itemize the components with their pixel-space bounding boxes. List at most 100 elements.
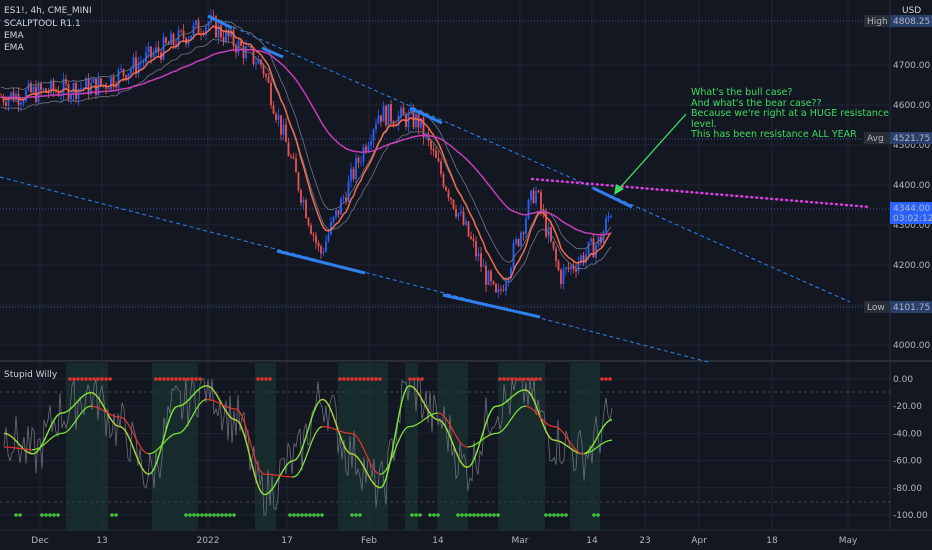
candle	[465, 221, 467, 225]
osc-signal-line	[479, 439, 483, 442]
osc-signal-line	[341, 431, 345, 433]
osc-signal-line	[395, 442, 399, 448]
osc-fast-line	[551, 438, 555, 441]
osc-highlight-zone	[405, 363, 418, 530]
osc-fast-line	[527, 390, 531, 394]
osc-signal-line	[121, 417, 125, 420]
osc-signal-line	[81, 409, 85, 413]
symbol-title[interactable]: ES1!, 4h, CME_MINI	[4, 6, 92, 16]
osc-fast-line	[331, 412, 335, 419]
candle	[362, 146, 365, 162]
osc-signal-line	[565, 436, 569, 440]
osc-signal-line	[471, 444, 475, 447]
osc-fast-line	[595, 435, 599, 440]
osc-overbought-marker	[80, 377, 84, 381]
osc-fast-line	[35, 450, 39, 454]
osc-fast-line	[259, 489, 263, 494]
osc-fast-line	[211, 388, 215, 392]
osc-fast-line	[325, 400, 329, 405]
osc-fast-line	[251, 464, 255, 473]
low-price-tag: Low 4101.75	[864, 301, 932, 313]
osc-overbought-marker	[362, 377, 366, 381]
osc-signal-line	[363, 449, 367, 455]
osc-signal-line	[221, 404, 225, 407]
candle	[480, 253, 482, 267]
osc-fast-line	[391, 441, 395, 453]
osc-signal-line	[303, 456, 307, 463]
osc-overbought-marker	[170, 377, 174, 381]
candle	[240, 40, 242, 46]
osc-fast-line	[485, 417, 489, 424]
osc-signal-line	[169, 434, 173, 438]
osc-signal-line	[503, 425, 507, 430]
osc-fast-line	[393, 430, 397, 442]
osc-highlight-zone	[438, 363, 468, 530]
osc-oversold-marker	[208, 513, 212, 517]
osc-fast-line	[125, 431, 129, 436]
osc-signal-line	[245, 427, 249, 435]
osc-fast-line	[497, 404, 501, 407]
osc-overbought-marker	[84, 377, 88, 381]
osc-fast-line	[227, 413, 231, 418]
osc-fast-line	[467, 465, 471, 468]
candle	[420, 117, 422, 128]
osc-signal-line	[35, 447, 39, 450]
osc-signal-line	[307, 446, 311, 452]
annotation-line: And what's the bear case??	[691, 97, 822, 109]
osc-signal-line	[47, 438, 51, 442]
indicator-scalptool[interactable]: SCALPTOOL R1.1	[4, 19, 81, 29]
osc-signal-line	[541, 418, 545, 422]
osc-signal-line	[519, 406, 523, 409]
osc-fast-line	[565, 444, 569, 448]
upper-trendline-dashed	[207, 15, 851, 303]
osc-oversold-marker	[560, 513, 564, 517]
osc-fast-line	[65, 410, 69, 413]
osc-fast-line	[151, 468, 155, 473]
osc-fast-line	[519, 389, 523, 392]
osc-signal-line	[571, 444, 575, 449]
avg-price-tag-label: Avg	[867, 134, 884, 144]
y-tick-label: 4000.00	[893, 341, 930, 351]
osc-overbought-marker	[68, 377, 72, 381]
osc-signal-line	[85, 406, 89, 409]
osc-signal-line	[193, 409, 197, 414]
candle	[455, 208, 457, 217]
indicator-ema-1[interactable]: EMA	[4, 31, 24, 41]
osc-oversold-marker	[544, 513, 548, 517]
osc-signal-line	[413, 424, 417, 427]
x-tick-label: 14	[432, 536, 444, 546]
osc-fast-line	[499, 403, 503, 407]
osc-fast-line	[109, 417, 113, 422]
osc-fast-line	[559, 440, 563, 444]
candle	[92, 78, 95, 83]
osc-signal-line	[381, 471, 385, 475]
osc-fast-line	[253, 472, 257, 480]
candle	[137, 63, 140, 74]
osc-fast-line	[395, 419, 399, 431]
osc-fast-line	[587, 448, 591, 452]
osc-overbought-marker	[198, 377, 202, 381]
osc-fast-line	[363, 466, 367, 472]
oscillator-title[interactable]: Stupid Willy	[4, 370, 58, 380]
candle	[127, 73, 130, 80]
oscillator-lines	[3, 377, 613, 517]
osc-signal-line	[203, 398, 207, 401]
candle	[305, 200, 307, 219]
x-tick-label: Mar	[512, 536, 529, 546]
osc-signal-line	[569, 441, 573, 446]
osc-oversold-marker	[296, 513, 300, 517]
high-price-tag-label-bg	[864, 15, 890, 27]
osc-signal-line	[597, 444, 601, 448]
indicator-ema-2[interactable]: EMA	[4, 43, 24, 53]
candle	[340, 198, 342, 215]
osc-overbought-marker	[412, 377, 416, 381]
candle	[292, 157, 295, 159]
x-tick-label: May	[839, 536, 858, 546]
osc-fast-line	[27, 451, 31, 454]
candle	[575, 269, 577, 272]
osc-fast-line	[575, 451, 579, 454]
osc-overbought-marker	[408, 377, 412, 381]
osc-signal-line	[485, 435, 489, 438]
osc-fast-line	[49, 423, 53, 429]
osc-fast-line	[239, 423, 243, 429]
